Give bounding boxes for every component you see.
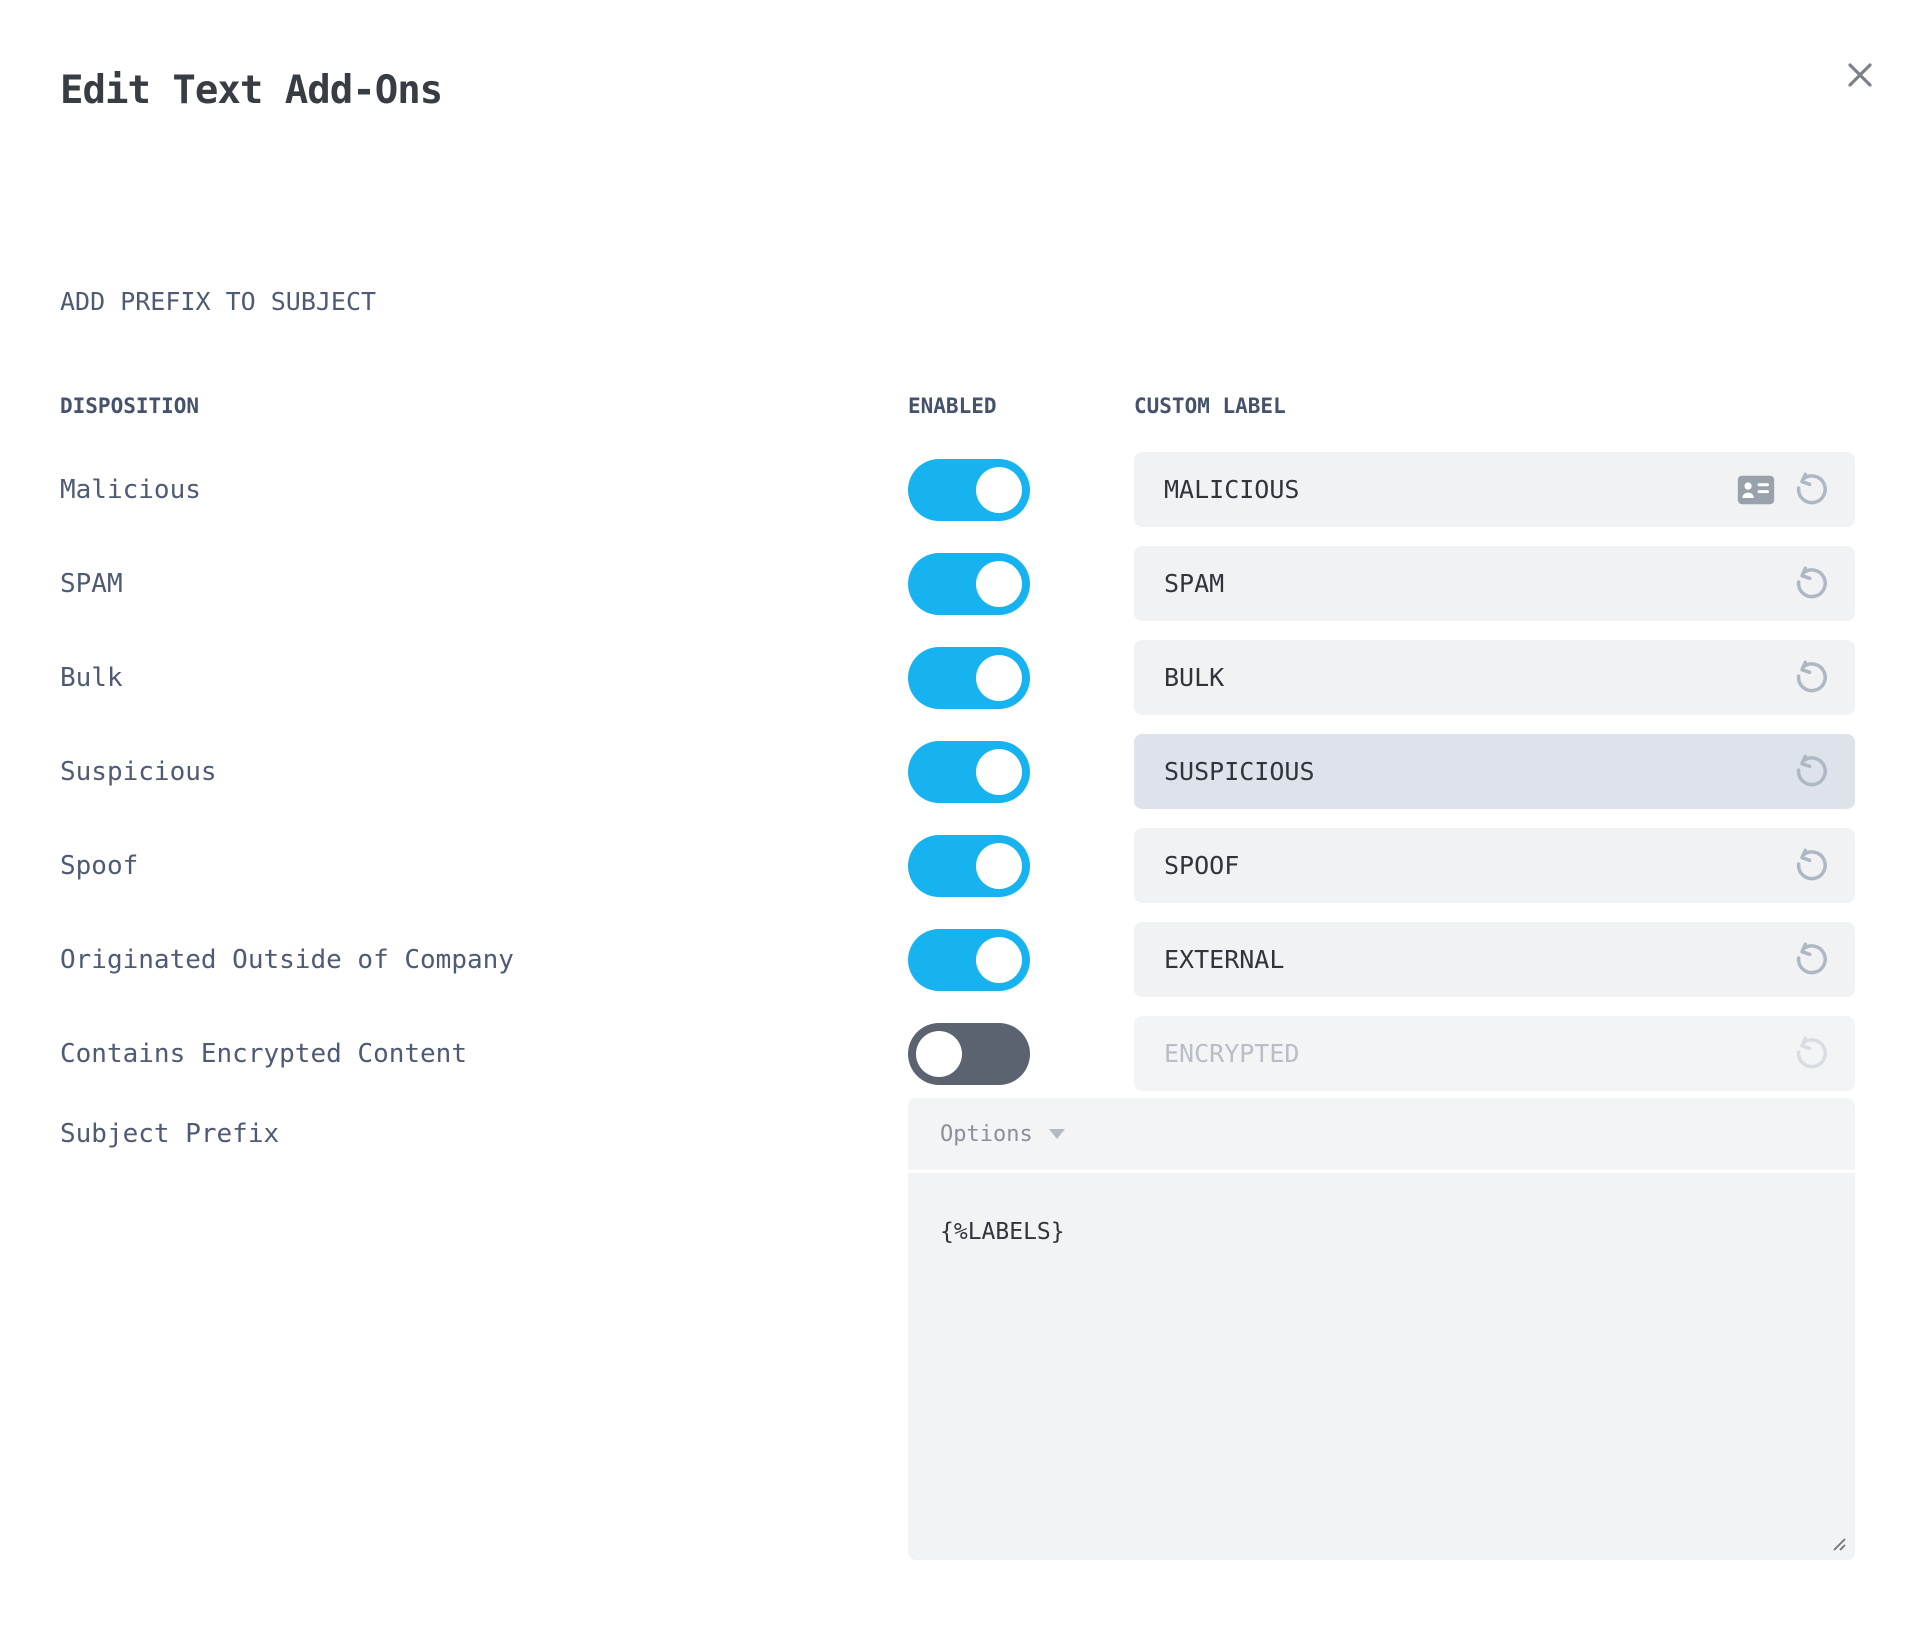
subject-prefix-editor: Options {%LABELS} xyxy=(908,1098,1855,1560)
column-header-disposition: DISPOSITION xyxy=(60,394,200,418)
subject-prefix-label: Subject Prefix xyxy=(60,1119,280,1149)
table-row: Originated Outside of Company xyxy=(60,922,1855,997)
custom-label-input xyxy=(1134,1039,1791,1068)
custom-label-field xyxy=(1134,546,1855,621)
reset-icon[interactable] xyxy=(1791,940,1831,980)
disposition-label: SPAM xyxy=(60,568,123,599)
reset-icon[interactable] xyxy=(1791,470,1831,510)
column-header-custom-label: CUSTOM LABEL xyxy=(1134,394,1286,418)
enabled-toggle[interactable] xyxy=(908,928,1030,991)
close-icon xyxy=(1848,63,1872,87)
table-row: Malicious xyxy=(60,452,1855,527)
enabled-toggle[interactable] xyxy=(908,834,1030,897)
custom-label-input[interactable] xyxy=(1134,851,1791,880)
disposition-label: Bulk xyxy=(60,662,123,693)
options-dropdown[interactable]: Options xyxy=(908,1098,1855,1170)
enabled-toggle[interactable] xyxy=(908,740,1030,803)
table-row: Contains Encrypted Content xyxy=(60,1016,1855,1091)
reset-icon xyxy=(1796,1036,1827,1068)
enabled-toggle[interactable] xyxy=(908,458,1030,521)
reset-icon[interactable] xyxy=(1791,658,1831,698)
table-row: Bulk xyxy=(60,640,1855,715)
custom-label-field xyxy=(1134,734,1855,809)
custom-label-field xyxy=(1134,452,1855,527)
toggle-knob xyxy=(976,560,1022,607)
custom-label-field xyxy=(1134,1016,1855,1091)
custom-label-input[interactable] xyxy=(1134,663,1791,692)
section-heading: ADD PREFIX TO SUBJECT xyxy=(60,287,377,316)
custom-label-field xyxy=(1134,640,1855,715)
disposition-label: Spoof xyxy=(60,850,139,881)
toggle-knob xyxy=(976,654,1022,701)
enabled-toggle[interactable] xyxy=(908,552,1030,615)
disposition-label: Malicious xyxy=(60,474,201,505)
close-button[interactable] xyxy=(1840,55,1880,95)
custom-label-input[interactable] xyxy=(1134,945,1791,974)
toggle-knob xyxy=(916,1030,962,1077)
table-row: Suspicious xyxy=(60,734,1855,809)
toggle-knob xyxy=(976,936,1022,983)
table-row: SPAM xyxy=(60,546,1855,621)
custom-label-input[interactable] xyxy=(1134,569,1791,598)
reset-icon[interactable] xyxy=(1791,752,1831,792)
enabled-toggle[interactable] xyxy=(908,1022,1030,1085)
custom-label-field xyxy=(1134,922,1855,997)
disposition-label: Contains Encrypted Content xyxy=(60,1038,467,1069)
custom-label-input[interactable] xyxy=(1134,757,1791,786)
toggle-knob xyxy=(976,842,1022,889)
toggle-knob xyxy=(976,748,1022,795)
disposition-table: Malicious xyxy=(60,452,1855,1110)
table-header: DISPOSITION ENABLED CUSTOM LABEL xyxy=(60,394,1855,419)
custom-label-field xyxy=(1134,828,1855,903)
disposition-label: Originated Outside of Company xyxy=(60,944,514,975)
reset-icon[interactable] xyxy=(1791,846,1831,886)
options-dropdown-label: Options xyxy=(940,1121,1033,1147)
table-row: Spoof xyxy=(60,828,1855,903)
toggle-knob xyxy=(976,466,1022,513)
reset-icon[interactable] xyxy=(1791,564,1831,604)
resize-handle[interactable] xyxy=(1830,1535,1848,1553)
column-header-enabled: ENABLED xyxy=(908,394,997,418)
chevron-down-icon xyxy=(1048,1129,1065,1139)
subject-prefix-textarea[interactable]: {%LABELS} xyxy=(908,1173,1855,1560)
contact-card-icon[interactable] xyxy=(1737,475,1775,505)
page-title: Edit Text Add-Ons xyxy=(60,68,443,113)
custom-label-input[interactable] xyxy=(1134,475,1737,504)
disposition-label: Suspicious xyxy=(60,756,217,787)
enabled-toggle[interactable] xyxy=(908,646,1030,709)
